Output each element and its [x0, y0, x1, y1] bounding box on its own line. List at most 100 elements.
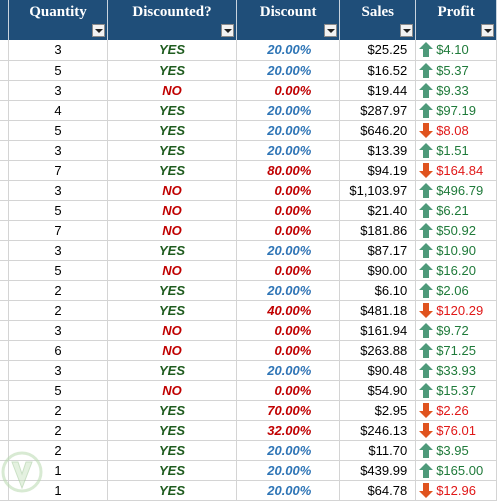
discount-cell[interactable]: 20.00% — [236, 460, 341, 481]
row-header-cell[interactable] — [0, 100, 9, 121]
discounted-cell[interactable]: YES — [107, 60, 237, 81]
discounted-cell[interactable]: NO — [107, 80, 237, 101]
quantity-cell[interactable]: 1 — [8, 460, 109, 481]
profit-cell[interactable]: $33.93 — [415, 360, 497, 381]
discount-cell[interactable]: 20.00% — [236, 40, 341, 61]
sales-cell[interactable]: $439.99 — [339, 460, 417, 481]
discounted-cell[interactable]: NO — [107, 320, 237, 341]
discounted-cell[interactable]: YES — [107, 100, 237, 121]
discounted-cell[interactable]: YES — [107, 360, 237, 381]
sales-cell[interactable]: $90.48 — [339, 360, 417, 381]
profit-cell[interactable]: $16.20 — [415, 260, 497, 281]
profit-cell[interactable]: $76.01 — [415, 420, 497, 441]
sales-cell[interactable]: $2.95 — [339, 400, 417, 421]
sales-cell[interactable]: $263.88 — [339, 340, 417, 361]
quantity-cell[interactable]: 3 — [8, 360, 109, 381]
table-row[interactable]: 3 YES 20.00% $13.39 $1.51 — [0, 140, 497, 161]
discounted-cell[interactable]: YES — [107, 400, 237, 421]
discounted-cell[interactable]: YES — [107, 300, 237, 321]
sales-cell[interactable]: $246.13 — [339, 420, 417, 441]
quantity-cell[interactable]: 7 — [8, 220, 109, 241]
filter-dropdown-button-discount[interactable] — [324, 24, 338, 37]
quantity-cell[interactable]: 2 — [8, 400, 109, 421]
quantity-cell[interactable]: 5 — [8, 380, 109, 401]
table-row[interactable]: 5 YES 20.00% $646.20 $8.08 — [0, 120, 497, 141]
table-row[interactable]: 3 NO 0.00% $1,103.97 $496.79 — [0, 180, 497, 201]
quantity-cell[interactable]: 3 — [8, 240, 109, 261]
quantity-cell[interactable]: 3 — [8, 180, 109, 201]
discount-cell[interactable]: 20.00% — [236, 140, 341, 161]
sales-cell[interactable]: $87.17 — [339, 240, 417, 261]
filter-dropdown-button-sales[interactable] — [400, 24, 414, 37]
profit-cell[interactable]: $50.92 — [415, 220, 497, 241]
discount-cell[interactable]: 0.00% — [236, 260, 341, 281]
profit-cell[interactable]: $496.79 — [415, 180, 497, 201]
discounted-cell[interactable]: NO — [107, 200, 237, 221]
sales-cell[interactable]: $94.19 — [339, 160, 417, 181]
discounted-cell[interactable]: YES — [107, 420, 237, 441]
filter-dropdown-button-quantity[interactable] — [92, 24, 106, 37]
sales-cell[interactable]: $161.94 — [339, 320, 417, 341]
table-row[interactable]: 1 YES 20.00% $439.99 $165.00 — [0, 460, 497, 481]
discounted-cell[interactable]: YES — [107, 460, 237, 481]
sales-cell[interactable]: $646.20 — [339, 120, 417, 141]
profit-cell[interactable]: $3.95 — [415, 440, 497, 461]
table-row[interactable]: 7 YES 80.00% $94.19 $164.84 — [0, 160, 497, 181]
table-row[interactable]: 5 NO 0.00% $21.40 $6.21 — [0, 200, 497, 221]
table-row[interactable]: 2 YES 32.00% $246.13 $76.01 — [0, 420, 497, 441]
profit-cell[interactable]: $4.10 — [415, 40, 497, 61]
discount-cell[interactable]: 0.00% — [236, 80, 341, 101]
profit-cell[interactable]: $97.19 — [415, 100, 497, 121]
row-header-cell[interactable] — [0, 420, 9, 441]
sales-cell[interactable]: $6.10 — [339, 280, 417, 301]
profit-cell[interactable]: $2.26 — [415, 400, 497, 421]
discount-cell[interactable]: 20.00% — [236, 480, 341, 501]
sales-cell[interactable]: $64.78 — [339, 480, 417, 501]
profit-cell[interactable]: $5.37 — [415, 60, 497, 81]
discounted-cell[interactable]: NO — [107, 340, 237, 361]
quantity-cell[interactable]: 6 — [8, 340, 109, 361]
quantity-cell[interactable]: 5 — [8, 120, 109, 141]
discounted-cell[interactable]: NO — [107, 260, 237, 281]
discount-cell[interactable]: 20.00% — [236, 60, 341, 81]
discount-cell[interactable]: 0.00% — [236, 320, 341, 341]
profit-cell[interactable]: $9.33 — [415, 80, 497, 101]
discount-cell[interactable]: 20.00% — [236, 360, 341, 381]
row-header-cell[interactable] — [0, 120, 9, 141]
row-header-cell[interactable] — [0, 260, 9, 281]
sales-cell[interactable]: $21.40 — [339, 200, 417, 221]
quantity-cell[interactable]: 2 — [8, 300, 109, 321]
discount-cell[interactable]: 0.00% — [236, 380, 341, 401]
profit-cell[interactable]: $71.25 — [415, 340, 497, 361]
discounted-cell[interactable]: NO — [107, 380, 237, 401]
discount-cell[interactable]: 20.00% — [236, 100, 341, 121]
discounted-cell[interactable]: YES — [107, 40, 237, 61]
profit-cell[interactable]: $2.06 — [415, 280, 497, 301]
table-row[interactable]: 5 NO 0.00% $90.00 $16.20 — [0, 260, 497, 281]
profit-cell[interactable]: $164.84 — [415, 160, 497, 181]
quantity-cell[interactable]: 7 — [8, 160, 109, 181]
profit-cell[interactable]: $12.96 — [415, 480, 497, 501]
discount-cell[interactable]: 0.00% — [236, 220, 341, 241]
sales-cell[interactable]: $1,103.97 — [339, 180, 417, 201]
quantity-cell[interactable]: 3 — [8, 140, 109, 161]
table-row[interactable]: 3 YES 20.00% $90.48 $33.93 — [0, 360, 497, 381]
sales-cell[interactable]: $25.25 — [339, 40, 417, 61]
row-header-cell[interactable] — [0, 300, 9, 321]
discount-cell[interactable]: 20.00% — [236, 280, 341, 301]
profit-cell[interactable]: $9.72 — [415, 320, 497, 341]
discount-cell[interactable]: 0.00% — [236, 200, 341, 221]
quantity-cell[interactable]: 5 — [8, 200, 109, 221]
discounted-cell[interactable]: NO — [107, 220, 237, 241]
table-row[interactable]: 3 NO 0.00% $19.44 $9.33 — [0, 80, 497, 101]
sales-cell[interactable]: $481.18 — [339, 300, 417, 321]
quantity-cell[interactable]: 5 — [8, 60, 109, 81]
discounted-cell[interactable]: YES — [107, 480, 237, 501]
discounted-cell[interactable]: YES — [107, 280, 237, 301]
sales-cell[interactable]: $287.97 — [339, 100, 417, 121]
sales-cell[interactable]: $13.39 — [339, 140, 417, 161]
discounted-cell[interactable]: YES — [107, 120, 237, 141]
profit-cell[interactable]: $10.90 — [415, 240, 497, 261]
table-row[interactable]: 3 YES 20.00% $25.25 $4.10 — [0, 40, 497, 61]
discount-cell[interactable]: 20.00% — [236, 240, 341, 261]
